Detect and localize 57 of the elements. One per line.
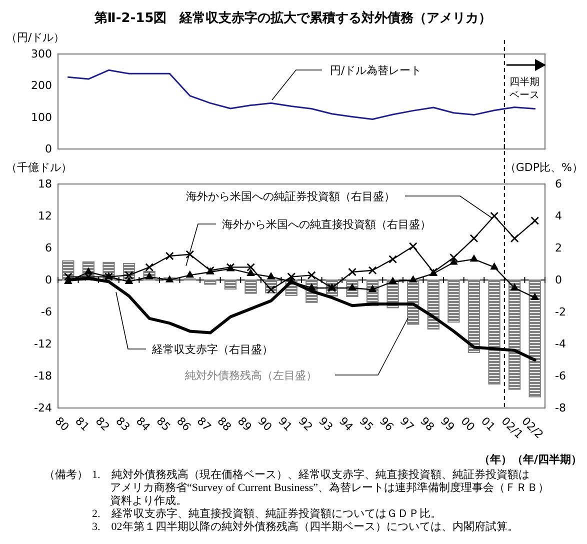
text: 円/ドル為替レート: [330, 64, 422, 77]
x-tick-label: 89: [235, 414, 254, 434]
x-tick-label: 00: [458, 414, 478, 434]
x-tick-label: 01: [478, 414, 498, 434]
y-tick-label: 12: [38, 210, 52, 223]
x-tick-label: 95: [356, 414, 376, 434]
x-tick-label: 86: [174, 414, 194, 434]
x-tick-label: 94: [336, 414, 356, 434]
y2-tick-label: -4: [555, 338, 566, 351]
y-tick-label: -24: [34, 402, 52, 415]
x-tick-label: 93: [316, 414, 336, 434]
text: 海外から米国への純証券投資額（右目盛）: [186, 190, 395, 203]
y-axis-title: （千億ドル）: [6, 161, 72, 174]
y-tick-label: 0: [45, 274, 52, 287]
x-tick-label: 99: [438, 414, 458, 434]
y-axis-title: （円/ドル）: [6, 31, 65, 44]
y-tick-label: 100: [31, 110, 52, 124]
y-tick-label: 0: [45, 142, 52, 156]
y-tick-label: 200: [31, 79, 52, 92]
x-tick-label: 92: [296, 414, 315, 434]
x-tick-label: 98: [418, 414, 437, 434]
x-axis-title: （年）（年/四半期）: [478, 453, 582, 466]
x-tick-label: 87: [194, 414, 214, 434]
x-tick-label: 83: [113, 414, 132, 434]
x-tick-label: 80: [52, 414, 72, 434]
y2-tick-label: 6: [555, 178, 562, 191]
x-tick-label: 90: [255, 414, 274, 434]
text: 2. 経常収支赤字、純直接投資額、純証券投資額についてはＧＤＰ比。: [92, 507, 442, 520]
x-tick-label: 81: [72, 414, 92, 434]
chart-title: 第Ⅱ-2-15図 経常収支赤字の拡大で累積する対外債務（アメリカ）: [93, 10, 492, 26]
y2-tick-label: 4: [555, 210, 562, 223]
x-tick-label: 96: [377, 414, 396, 434]
x-tick-label: 85: [154, 414, 173, 434]
x-tick-label: 97: [397, 414, 416, 434]
y2-tick-label: 2: [555, 242, 562, 255]
text: 1. 純対外債務残高（現在価格ベース）、経常収支赤字、純直接投資額、純証券投資額はアメリカ商務省“Survey of Current Business”、為替レートは連邦準備制度理事会（ＦＲＢ）資料より作成。: [92, 468, 550, 507]
y-tick-label: -6: [41, 306, 52, 319]
x-tick-label: 82: [92, 414, 112, 434]
y-tick-label: -12: [34, 338, 52, 351]
text: （備考）: [44, 468, 88, 481]
x-tick-label: 91: [276, 414, 295, 434]
text: 海外から米国への純直接投資額（右目盛）: [222, 218, 431, 231]
x-tick-label: 84: [134, 414, 153, 434]
text: 3. 02年第１四半期以降の純対外債務残高（四半期ベース）については、内閣府試算。: [92, 520, 518, 533]
y-tick-label: 300: [31, 48, 52, 61]
y-tick-label: -18: [34, 370, 52, 383]
y2-tick-label: -2: [555, 306, 566, 319]
x-tick-label: 88: [214, 414, 234, 434]
text: 純対外債務残高（左目盛）: [185, 369, 317, 382]
series-label: 経常収支赤字（右目盛）: [151, 343, 273, 356]
y2-tick-label: -6: [555, 370, 566, 383]
y2-tick-label: 0: [555, 274, 562, 287]
annotation: 四半期ベース: [509, 76, 540, 101]
y2-axis-title: （GDP比、%）: [504, 161, 583, 174]
y-tick-label: 18: [38, 178, 52, 191]
y2-tick-label: -8: [555, 402, 566, 415]
y-tick-label: 6: [45, 242, 52, 255]
